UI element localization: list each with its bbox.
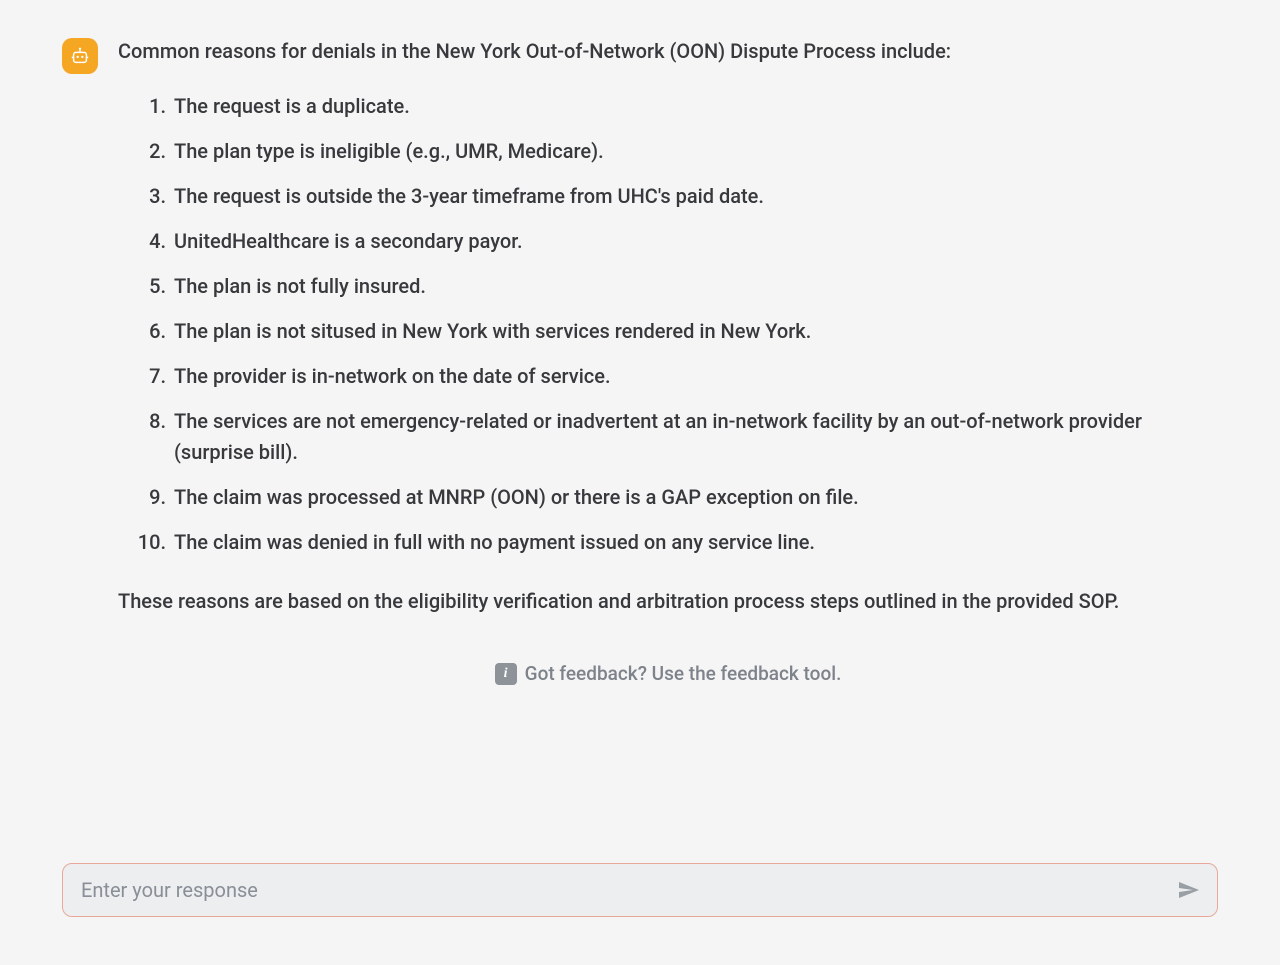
bot-message-row: Common reasons for denials in the New Yo… xyxy=(62,36,1218,688)
send-icon xyxy=(1176,878,1200,902)
list-item: The services are not emergency-related o… xyxy=(156,406,1218,468)
input-area xyxy=(62,823,1218,965)
list-item: The plan is not fully insured. xyxy=(156,271,1218,302)
send-button[interactable] xyxy=(1172,874,1204,906)
bot-message-content: Common reasons for denials in the New Yo… xyxy=(118,36,1218,688)
list-item: UnitedHealthcare is a secondary payor. xyxy=(156,226,1218,257)
list-item: The request is a duplicate. xyxy=(156,91,1218,122)
list-item: The provider is in-network on the date o… xyxy=(156,361,1218,392)
bot-avatar xyxy=(62,38,98,74)
feedback-row: i Got feedback? Use the feedback tool. xyxy=(118,659,1218,688)
list-item: The request is outside the 3-year timefr… xyxy=(156,181,1218,212)
reasons-list: The request is a duplicate. The plan typ… xyxy=(118,91,1218,558)
message-closing: These reasons are based on the eligibili… xyxy=(118,586,1218,617)
list-item: The claim was denied in full with no pay… xyxy=(156,527,1218,558)
list-item: The plan type is ineligible (e.g., UMR, … xyxy=(156,136,1218,167)
list-item: The claim was processed at MNRP (OON) or… xyxy=(156,482,1218,513)
input-wrapper xyxy=(62,863,1218,917)
page-container: Common reasons for denials in the New Yo… xyxy=(0,0,1280,965)
message-intro: Common reasons for denials in the New Yo… xyxy=(118,36,1218,67)
feedback-text: Got feedback? Use the feedback tool. xyxy=(525,659,842,688)
bot-icon xyxy=(69,45,91,67)
info-icon: i xyxy=(495,663,517,685)
response-input[interactable] xyxy=(62,863,1218,917)
list-item: The plan is not sitused in New York with… xyxy=(156,316,1218,347)
